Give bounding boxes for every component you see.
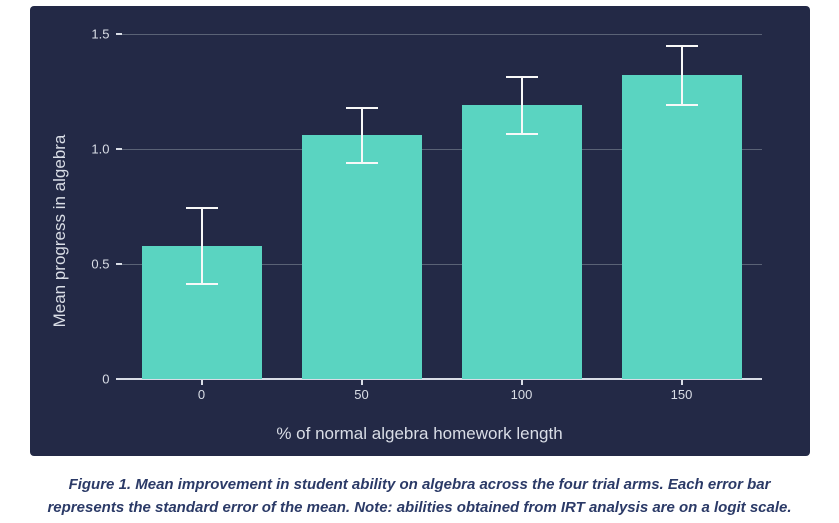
y-tick — [116, 33, 122, 35]
error-bar — [681, 46, 683, 106]
error-bar — [201, 208, 203, 284]
error-bar-cap — [186, 283, 218, 285]
error-bar-cap — [666, 45, 698, 47]
bar — [462, 105, 582, 379]
x-axis-label: % of normal algebra homework length — [276, 424, 562, 444]
bar — [622, 75, 742, 379]
x-tick — [201, 379, 203, 385]
y-tick-label: 0.5 — [91, 257, 109, 272]
figure-caption: Figure 1. Mean improvement in student ab… — [40, 474, 800, 519]
error-bar-cap — [506, 133, 538, 135]
y-axis-label: Mean progress in algebra — [50, 135, 70, 328]
bar-chart: Mean progress in algebra 00.51.01.505010… — [30, 6, 810, 456]
y-tick — [116, 148, 122, 150]
gridline — [122, 34, 762, 35]
x-tick — [521, 379, 523, 385]
bar — [302, 135, 422, 379]
x-tick — [681, 379, 683, 385]
x-tick-label: 50 — [354, 387, 368, 402]
error-bar — [521, 77, 523, 135]
y-tick — [116, 378, 122, 380]
error-bar-cap — [186, 207, 218, 209]
error-bar-cap — [506, 76, 538, 78]
x-tick-label: 150 — [671, 387, 693, 402]
error-bar-cap — [346, 162, 378, 164]
x-tick — [361, 379, 363, 385]
y-tick — [116, 263, 122, 265]
x-tick-label: 0 — [198, 387, 205, 402]
error-bar — [361, 108, 363, 163]
x-tick-label: 100 — [511, 387, 533, 402]
y-tick-label: 1.5 — [91, 27, 109, 42]
y-tick-label: 1.0 — [91, 142, 109, 157]
error-bar-cap — [666, 104, 698, 106]
y-tick-label: 0 — [102, 372, 109, 387]
error-bar-cap — [346, 107, 378, 109]
plot-area: 00.51.01.5050100150 — [122, 34, 762, 379]
